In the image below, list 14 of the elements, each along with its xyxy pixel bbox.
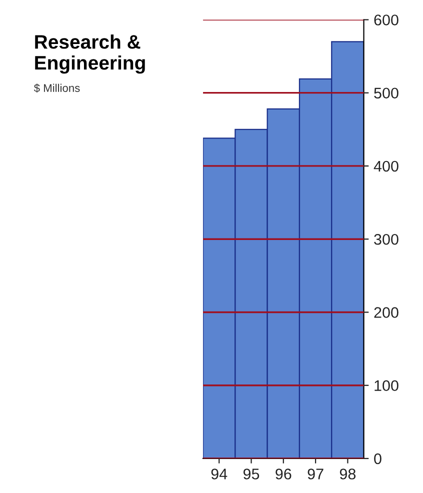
text: Research & Engineering — [35, 34, 145, 74]
x-tick-label: 95 — [243, 468, 260, 480]
text: $ Millions — [34, 84, 80, 93]
x-tick-label: 94 — [211, 468, 228, 480]
y-tick-label: 500 — [374, 88, 398, 99]
x-tick-label: 96 — [276, 468, 292, 480]
y-tick-label: 300 — [374, 234, 398, 245]
y-tick-label: 100 — [374, 380, 398, 392]
y-tick-label: 0 — [374, 453, 382, 464]
y-tick-label: 200 — [374, 307, 398, 318]
x-tick-label: 97 — [308, 468, 324, 480]
y-tick-label: 600 — [374, 14, 398, 26]
x-tick-label: 98 — [340, 468, 356, 480]
y-tick-label: 400 — [374, 160, 398, 172]
